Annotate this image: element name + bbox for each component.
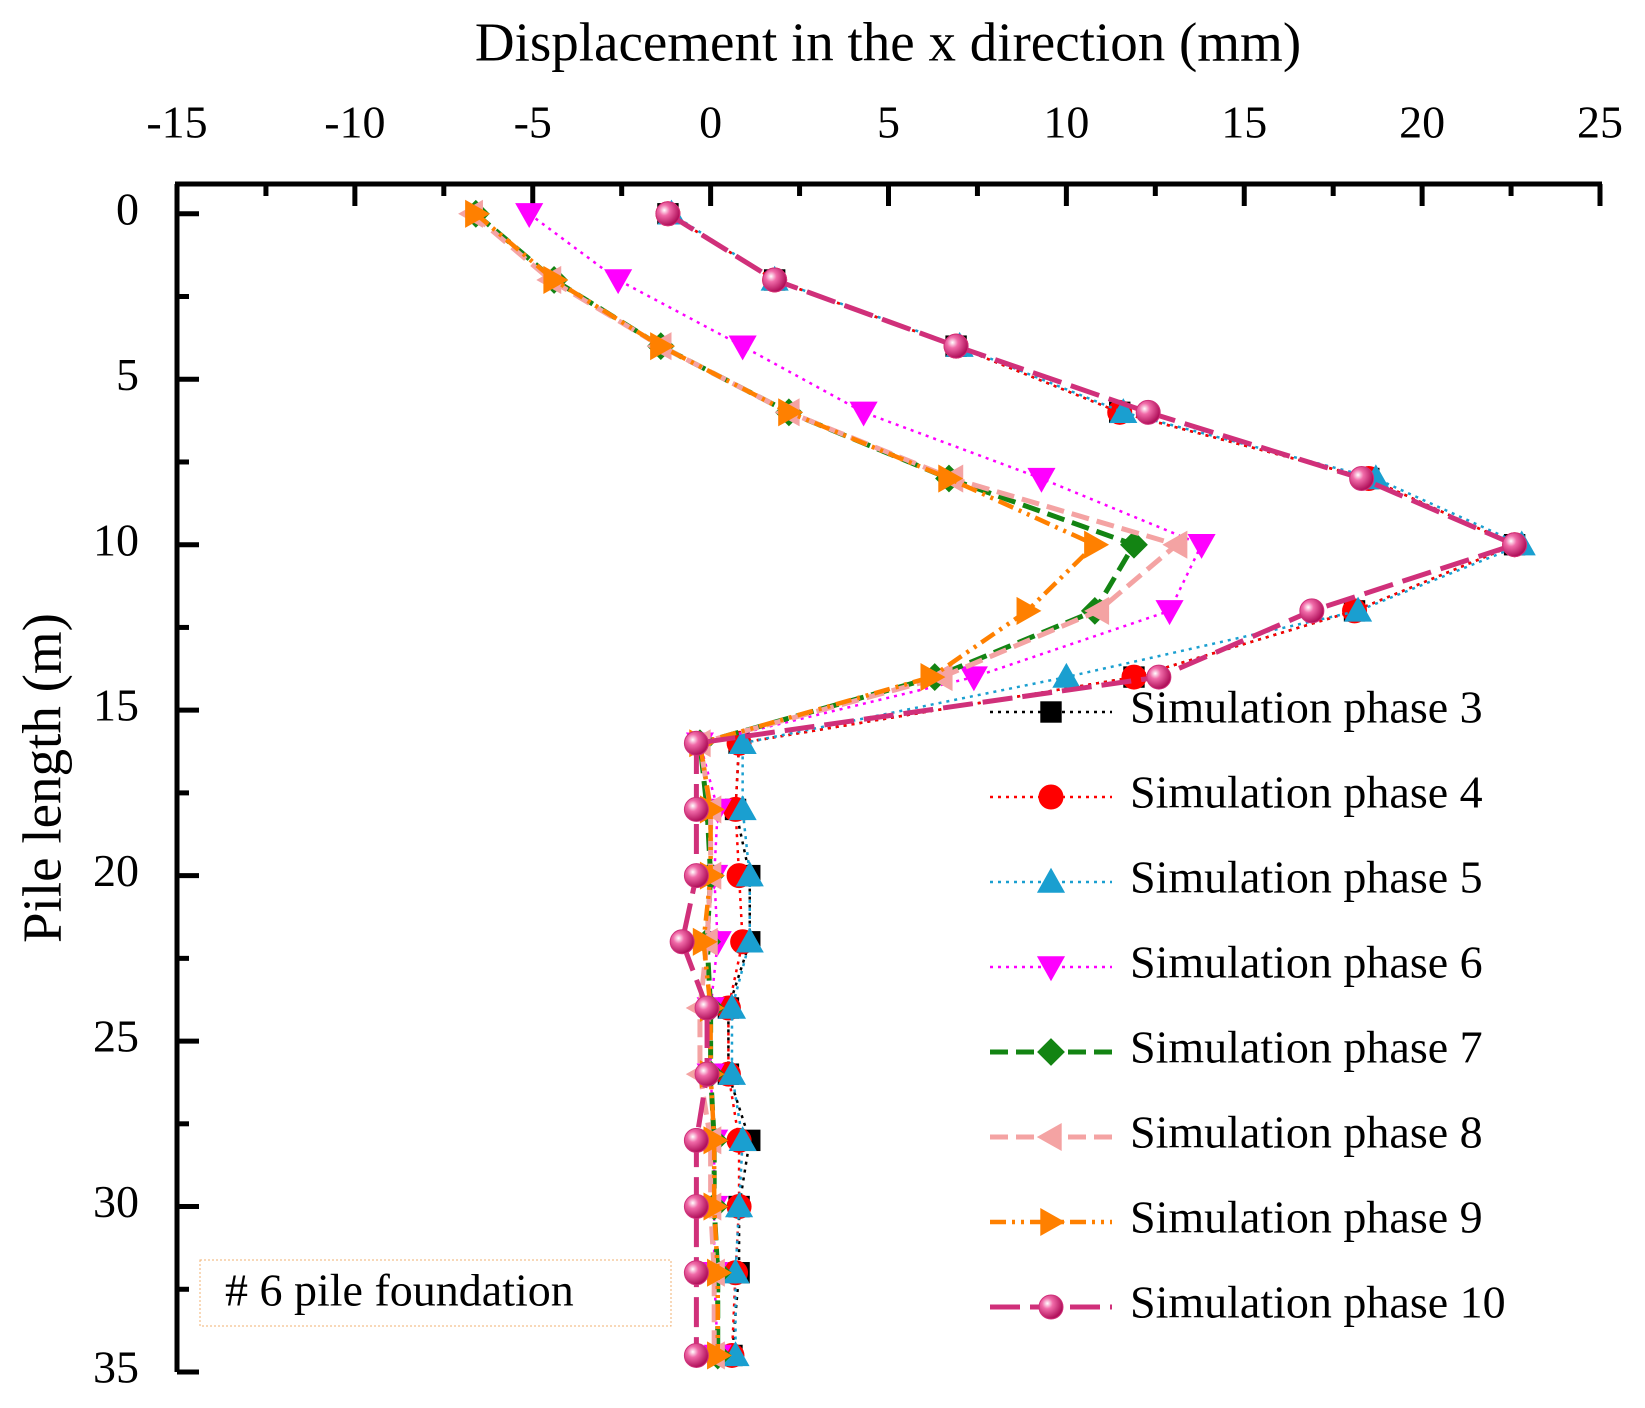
y-tick-label: 20 [93,845,139,896]
legend-label: Simulation phase 4 [1130,767,1483,818]
y-tick-label: 0 [116,183,139,234]
marker [1027,467,1056,493]
series-line [470,211,1182,1356]
marker [694,1061,720,1087]
legend: Simulation phase 3 Simulation phase 4 Simu… [990,682,1506,1328]
marker [1187,534,1216,559]
marker [762,267,788,293]
legend-label: Simulation phase 9 [1130,1192,1483,1243]
x-axis-title: Displacement in the x direction (mm) [475,12,1301,73]
marker [1084,596,1110,625]
y-tick-label: 5 [116,349,139,400]
marker [669,929,695,955]
x-tick-label: 10 [1043,97,1089,148]
marker [778,398,804,427]
legend-label: Simulation phase 7 [1130,1022,1483,1073]
x-tick-label: 5 [877,97,900,148]
marker [515,203,544,229]
series [458,199,1188,1370]
marker [683,1194,709,1220]
marker [1052,662,1081,688]
y-tick-label: 30 [93,1176,139,1227]
y-tick-label: 35 [93,1342,139,1393]
marker [1120,530,1148,559]
x-tick-label: -15 [146,97,207,148]
marker [1084,530,1110,559]
marker [683,730,709,756]
legend-marker [1038,1294,1064,1320]
marker [543,265,569,295]
marker [1109,398,1138,424]
series-line [528,212,1204,1356]
series [465,199,1110,1370]
marker [938,464,964,493]
marker [683,1342,709,1368]
marker [1162,530,1188,559]
legend-marker [1036,867,1066,893]
marker [735,927,764,953]
legend-marker [1038,784,1064,810]
legend-label: Simulation phase 5 [1130,852,1483,903]
marker [694,995,720,1021]
x-tick-label: -5 [514,97,552,148]
legend-label: Simulation phase 10 [1130,1277,1506,1328]
marker [735,861,764,887]
marker [1135,399,1161,425]
series [655,201,1528,1368]
x-tick-label: 20 [1399,97,1445,148]
marker [604,269,633,295]
marker [1016,596,1042,625]
marker [920,663,946,692]
marker [655,201,681,227]
series-line [670,212,1525,1356]
y-tick-label: 10 [93,514,139,565]
legend-marker [1040,701,1062,723]
x-tick-label: -10 [324,97,385,148]
marker [683,1127,709,1153]
marker [1349,466,1375,492]
legend-marker [1037,1038,1065,1066]
marker [1299,598,1325,624]
annotation-box [199,1259,672,1327]
marker [728,335,757,361]
marker [728,729,757,754]
annotation: # 6 pile foundation [225,1265,574,1316]
marker [1502,532,1528,558]
series-line [474,211,1138,1356]
series [515,203,1216,1370]
marker [725,1192,754,1218]
marker [959,666,988,692]
legend-marker [1036,956,1066,982]
marker [1155,600,1184,626]
marker [465,199,491,228]
x-tick-label: 25 [1577,97,1623,148]
marker [683,863,709,889]
marker [728,1126,757,1152]
marker [728,795,757,821]
legend-marker [1040,1207,1066,1237]
marker [1146,664,1172,690]
marker [683,796,709,822]
x-tick-label: 0 [699,97,722,148]
legend-label: Simulation phase 3 [1130,682,1483,733]
y-axis-title: Pile length (m) [12,613,73,943]
marker [717,1059,747,1085]
legend-label: Simulation phase 8 [1130,1107,1483,1158]
legend-label: Simulation phase 6 [1130,937,1483,988]
marker [717,993,747,1019]
series-line [667,212,1518,1356]
marker [849,401,878,427]
marker [650,332,676,361]
x-tick-label: 15 [1221,97,1267,148]
marker [943,333,969,359]
y-tick-label: 25 [93,1011,139,1062]
y-tick-label: 15 [93,680,139,731]
marker [1344,596,1373,622]
legend-marker [1036,1122,1062,1152]
series-line [474,212,1099,1356]
marker [683,1260,709,1286]
